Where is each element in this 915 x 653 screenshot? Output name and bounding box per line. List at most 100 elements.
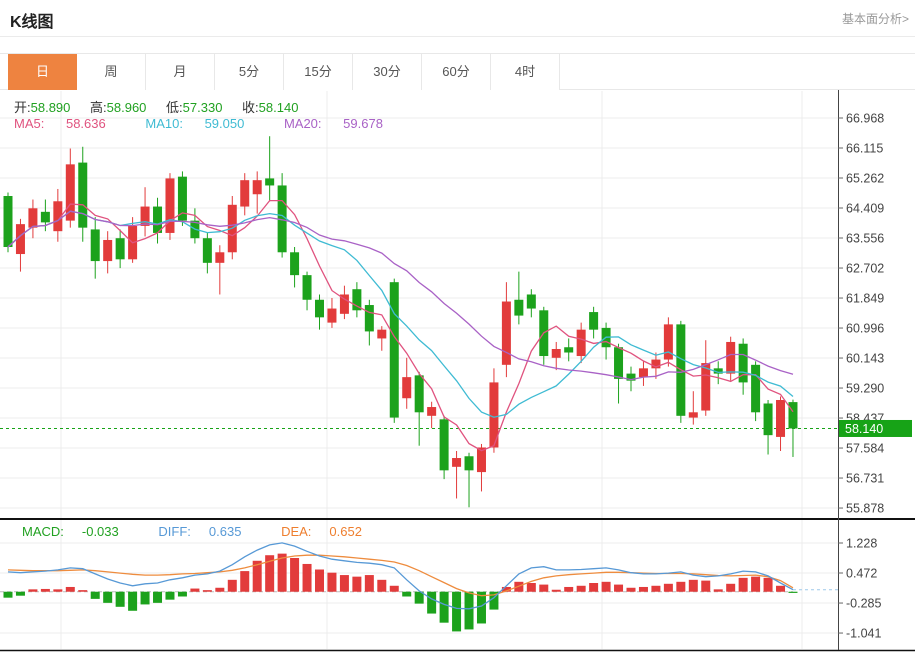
- interval-tab-bar: 日 周 月 5分 15分 30分 60分 4时: [0, 53, 915, 90]
- candle-body: [576, 329, 586, 357]
- macd-histogram-bar: [302, 563, 312, 592]
- diff-line: [7, 542, 794, 610]
- dea-line: [7, 554, 794, 597]
- ma20-line: [7, 210, 794, 381]
- tab-week[interactable]: 周: [77, 54, 146, 90]
- ma20-readout: MA20: 59.678: [283, 116, 383, 131]
- ma10-line: [7, 210, 794, 418]
- candle-body: [788, 402, 798, 429]
- macd-histogram-bar: [153, 591, 163, 603]
- candle-body: [103, 239, 113, 262]
- tab-5min[interactable]: 5分: [215, 54, 284, 90]
- macd-histogram-bar: [352, 576, 362, 592]
- macd-histogram-bar: [738, 577, 748, 592]
- candle-body: [638, 368, 648, 378]
- tab-day[interactable]: 日: [8, 54, 77, 90]
- open-value: 58.890: [30, 100, 71, 115]
- candle-body: [738, 343, 748, 383]
- macd-histogram-bar: [165, 591, 175, 600]
- macd-histogram-bar: [28, 589, 38, 592]
- macd-histogram-bar: [3, 591, 13, 598]
- candle-body: [265, 178, 275, 186]
- macd-histogram-bar: [501, 586, 511, 592]
- tab-4hour[interactable]: 4时: [491, 54, 560, 90]
- macd-histogram-bar: [626, 587, 636, 592]
- macd-histogram-bar: [215, 587, 225, 592]
- candle-body: [352, 289, 362, 311]
- macd-histogram-bar: [290, 558, 300, 592]
- macd-histogram-bar: [315, 569, 324, 592]
- diff-value-readout: DIFF: 0.635: [158, 524, 242, 539]
- candle-body: [427, 407, 437, 416]
- price-axis-label: 66.115: [846, 142, 883, 156]
- candle-body: [526, 294, 536, 309]
- ma-readout: MA5: 58.636 MA10: 59.050 MA20: 59.678: [14, 116, 419, 131]
- macd-histogram-bar: [90, 591, 100, 599]
- macd-histogram-bar: [103, 591, 113, 603]
- candle-body: [713, 368, 723, 374]
- macd-axis-label: 1.228: [846, 537, 877, 551]
- macd-histogram-bar: [53, 589, 63, 592]
- tab-30min[interactable]: 30分: [353, 54, 422, 90]
- price-axis-label: 55.878: [846, 502, 884, 516]
- candle-body: [28, 208, 38, 228]
- fundamental-analysis-link[interactable]: 基本面分析>: [841, 12, 909, 26]
- candle-body: [688, 412, 698, 418]
- macd-histogram-bar: [402, 591, 412, 597]
- candle-body: [751, 364, 761, 413]
- macd-histogram-bar: [265, 555, 275, 592]
- macd-histogram-bar: [476, 591, 486, 624]
- macd-histogram-bar: [15, 591, 25, 596]
- price-axis-label: 56.731: [846, 472, 884, 486]
- candle-body: [327, 308, 337, 323]
- macd-histogram-bar: [676, 581, 686, 592]
- candle-body: [90, 229, 100, 262]
- macd-histogram-bar: [240, 571, 250, 592]
- candle-body: [377, 329, 387, 339]
- candle-body: [202, 238, 212, 263]
- ma10-readout: MA10: 59.050: [145, 116, 245, 131]
- candle-body: [439, 419, 449, 471]
- candle-body: [452, 458, 462, 467]
- candle-body: [153, 206, 163, 233]
- macd-histogram-bar: [227, 579, 237, 592]
- macd-axis-label: 0.472: [846, 567, 877, 581]
- candle-body: [277, 185, 287, 253]
- candle-body: [564, 347, 574, 353]
- candle-body: [763, 403, 773, 436]
- candle-body: [140, 206, 150, 226]
- tab-60min[interactable]: 60分: [422, 54, 491, 90]
- macd-histogram-bar: [439, 591, 449, 623]
- macd-histogram-bar: [339, 575, 349, 592]
- price-axis-label: 60.143: [846, 352, 884, 366]
- candle-body: [464, 456, 474, 471]
- candle-body: [614, 347, 624, 379]
- tab-month[interactable]: 月: [146, 54, 215, 90]
- candle-body: [701, 363, 711, 411]
- macd-histogram-bar: [751, 576, 761, 592]
- candle-body: [414, 375, 424, 413]
- macd-histogram-bar: [389, 585, 399, 592]
- macd-histogram-bar: [651, 585, 661, 592]
- macd-histogram-bar: [377, 579, 387, 592]
- macd-histogram-bar: [526, 583, 536, 592]
- macd-histogram-bar: [452, 591, 462, 632]
- candle-body: [290, 252, 300, 276]
- macd-histogram-bar: [701, 580, 711, 592]
- price-axis-label: 59.290: [846, 382, 884, 396]
- macd-histogram-bar: [190, 588, 200, 592]
- macd-histogram-bar: [688, 579, 698, 592]
- current-price-badge-value: 58.140: [845, 422, 883, 436]
- high-value: 58.960: [106, 100, 147, 115]
- header-divider: [0, 36, 915, 37]
- tab-15min[interactable]: 15分: [284, 54, 353, 90]
- candle-body: [364, 305, 374, 332]
- macd-histogram-bar: [78, 590, 88, 592]
- macd-axis-label: -1.041: [846, 627, 881, 641]
- macd-histogram-bar: [252, 560, 262, 592]
- close-value: 58.140: [258, 100, 299, 115]
- candle-body: [626, 373, 636, 381]
- macd-histogram-bar: [776, 585, 786, 592]
- candle-body: [589, 312, 599, 330]
